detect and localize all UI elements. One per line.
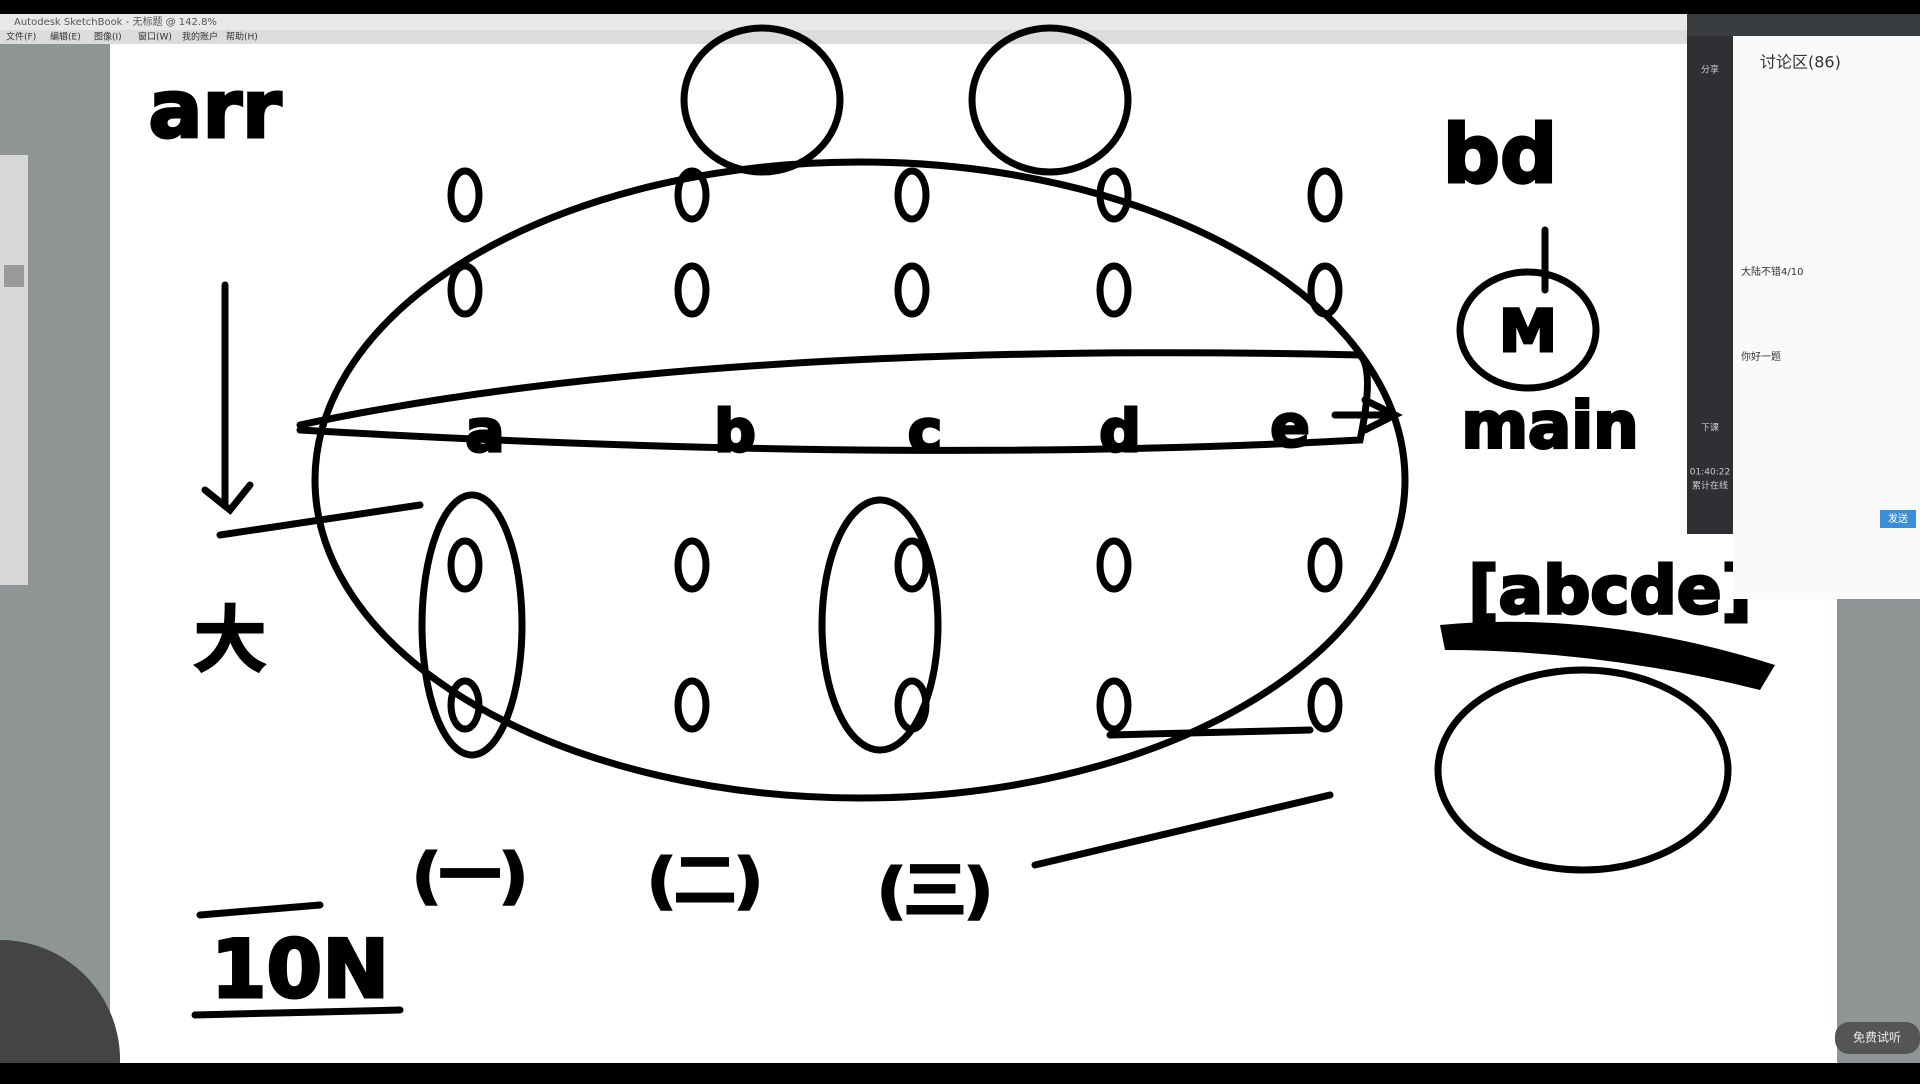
title-bar (0, 14, 1687, 30)
zero (1096, 537, 1132, 593)
circle (968, 24, 1132, 176)
drawing (191, 24, 1732, 1019)
zero (674, 262, 710, 318)
window-title: Autodesk SketchBook - 无标题 @ 142.8% (14, 16, 217, 28)
stroke (216, 501, 424, 539)
handwritten-label: e (1270, 392, 1309, 460)
menu-item[interactable]: 我的账户 (182, 31, 218, 43)
handwritten-label: arr (149, 63, 282, 156)
toolbar[interactable] (0, 155, 28, 585)
chat-titlebar (1687, 14, 1920, 36)
zero (1307, 537, 1343, 593)
handwritten-label: a (465, 397, 504, 465)
zero (1307, 677, 1343, 733)
menu-item[interactable]: 窗口(W) (138, 31, 172, 43)
menu-item[interactable]: 编辑(E) (50, 31, 81, 43)
arrow-down (201, 281, 254, 515)
handwritten-label: (一) (413, 842, 528, 912)
handwritten-label: d (1099, 397, 1141, 465)
handwritten-label: 10N (211, 923, 389, 1016)
menu-item[interactable]: 帮助(H) (226, 31, 258, 43)
handwritten-label: (二) (648, 847, 763, 917)
zero (894, 167, 930, 223)
handwritten-label: M (1499, 297, 1557, 365)
underline (191, 901, 404, 1019)
chat-message: 大陆不错4/10 (1741, 265, 1803, 278)
zero (894, 262, 930, 318)
zero (1307, 262, 1343, 318)
menu-item[interactable]: 图像(I) (94, 31, 122, 43)
sidebar-label[interactable]: 分享 (1701, 64, 1719, 76)
send-label[interactable]: 发送 (1888, 512, 1908, 525)
row-band (296, 349, 1371, 454)
column-loop (418, 491, 526, 759)
handwritten-label: 大 (195, 599, 265, 681)
column-loop (818, 496, 942, 754)
chat-header: 讨论区(86) (1760, 53, 1841, 72)
trial-button[interactable] (1835, 1022, 1920, 1054)
circle (680, 24, 844, 176)
menu-item[interactable]: 文件(F) (6, 31, 36, 43)
zero (1096, 262, 1132, 318)
stroke (1031, 726, 1334, 869)
circle (1434, 666, 1732, 874)
zero (894, 537, 930, 593)
zero (674, 167, 710, 223)
arrow-right (1331, 396, 1403, 434)
handwritten-label: (三) (878, 857, 993, 927)
sidebar-label[interactable]: 下课 (1701, 423, 1719, 434)
zero (447, 677, 483, 733)
timer: 01:40:22 (1690, 468, 1730, 478)
active-tool[interactable] (4, 265, 24, 287)
big-ellipse (311, 158, 1409, 802)
menu-bar (0, 30, 1687, 44)
trial-label[interactable]: 免费试听 (1853, 1030, 1901, 1045)
online-label: 累计在线 (1692, 480, 1728, 492)
handwritten-label: c (908, 397, 942, 465)
chat-message: 你好一题 (1741, 350, 1781, 363)
scribble (1440, 621, 1775, 690)
zero (674, 677, 710, 733)
zero (1096, 167, 1132, 223)
circle (1456, 268, 1600, 392)
handwritten-label: b (714, 397, 756, 465)
chat-sidebar (1687, 14, 1733, 534)
zero (1096, 677, 1132, 733)
handwritten-label: [abcde] (1468, 552, 1751, 629)
zero (1307, 167, 1343, 223)
handwritten-label: bd (1443, 108, 1558, 201)
zero (447, 537, 483, 593)
canvas (110, 44, 1837, 1063)
zeros (447, 167, 1343, 733)
zero (447, 262, 483, 318)
chat-panel (1733, 14, 1920, 599)
send-button[interactable] (1880, 510, 1916, 528)
zero (447, 167, 483, 223)
zero (894, 677, 930, 733)
zero (674, 537, 710, 593)
handwritten-label: main (1461, 390, 1638, 464)
lagoon-menu[interactable] (0, 940, 121, 1063)
